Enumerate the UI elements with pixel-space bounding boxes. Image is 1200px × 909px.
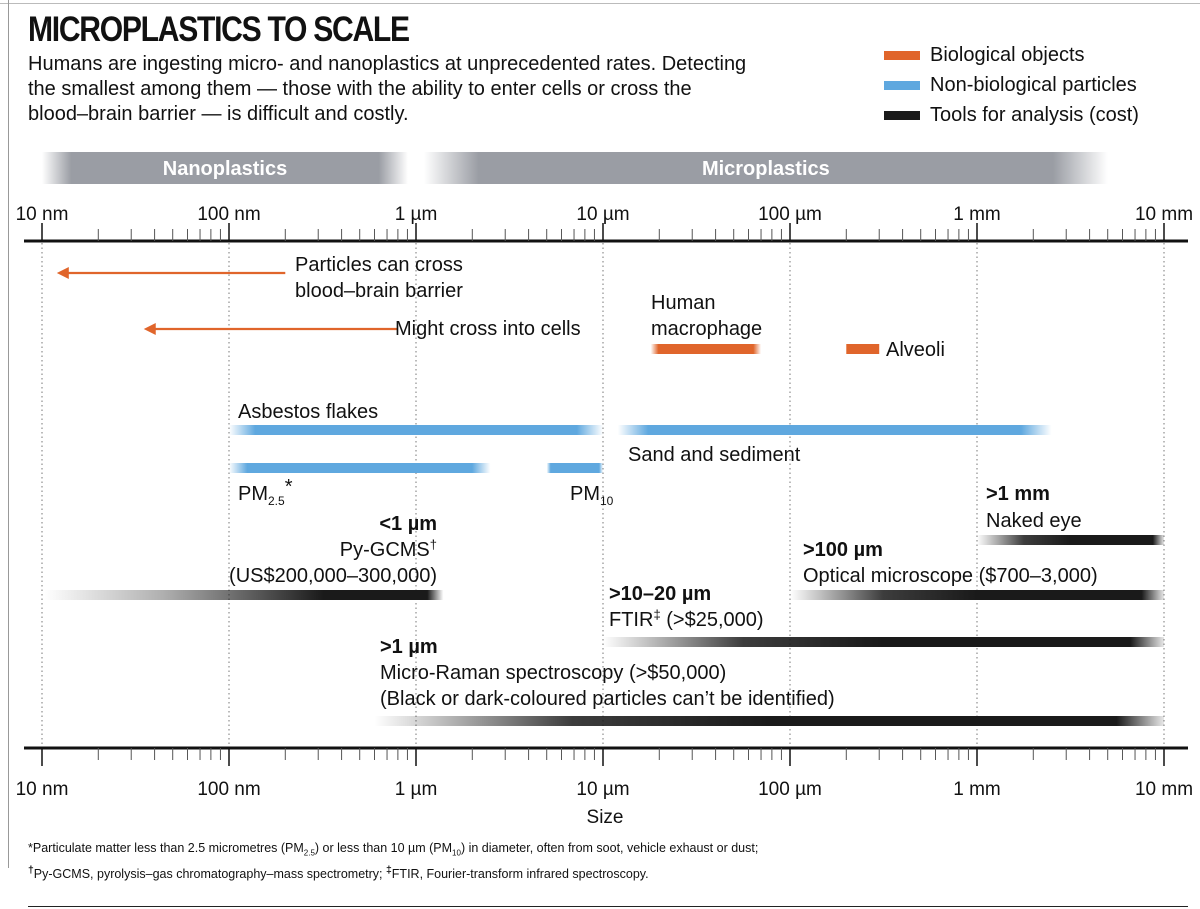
bar-pm10	[546, 463, 603, 473]
bar-alveoli	[846, 344, 880, 354]
tick-label-bottom: 1 µm	[395, 779, 438, 800]
footnotes: *Particulate matter less than 2.5 microm…	[28, 840, 1188, 883]
tick-label-bottom: 10 nm	[16, 779, 69, 800]
label-human-macrophage: Human	[651, 292, 715, 314]
label-py-gcms: Py-GCMS†	[340, 537, 437, 561]
tick-label-bottom: 10 mm	[1135, 779, 1193, 800]
threshold-ftir: >10–20 µm	[609, 583, 711, 605]
label-pm25: PM2.5*	[238, 476, 293, 508]
tick-label-top: 10 nm	[16, 204, 69, 225]
threshold-py-gcms: <1 µm	[379, 513, 437, 535]
footnote-pm: *Particulate matter less than 2.5 microm…	[28, 841, 759, 858]
legend-label-non-biological: Non-biological particles	[930, 73, 1137, 96]
legend: Biological objects Non-biological partic…	[884, 40, 1139, 130]
label-optical-microscope: Optical microscope ($700–3,000)	[803, 565, 1098, 587]
tick-label-bottom: 100 nm	[197, 779, 260, 800]
arrow-label: Particles can cross	[295, 254, 463, 276]
label-ftir: FTIR‡ (>$25,000)	[609, 607, 764, 631]
bar-ftir	[603, 637, 1164, 647]
legend-swatch-biological	[884, 50, 920, 60]
bar-py-gcms	[44, 590, 444, 600]
label-naked-eye: Naked eye	[986, 510, 1082, 532]
bar-pm25	[229, 463, 491, 473]
tick-label-top: 10 µm	[576, 204, 629, 225]
label-micro-raman: Micro-Raman spectroscopy (>$50,000)	[380, 662, 726, 684]
bar-asbestos-flakes	[229, 425, 603, 435]
chart-title: MICROPLASTICS TO SCALE	[28, 10, 410, 49]
tick-label-top: 100 µm	[758, 204, 822, 225]
chart-subtitle: Humans are ingesting micro- and nanoplas…	[28, 53, 747, 125]
threshold-micro-raman: >1 µm	[380, 636, 438, 658]
label-human-macrophage: macrophage	[651, 318, 762, 340]
label-pm10: PM10	[570, 483, 614, 508]
tick-label-bottom: 100 µm	[758, 779, 822, 800]
legend-label-tools: Tools for analysis (cost)	[930, 103, 1139, 126]
top-rule	[0, 3, 1200, 4]
bar-optical-microscope	[790, 590, 1164, 600]
band-label-nanoplastics: Nanoplastics	[163, 158, 287, 180]
arrow-head	[143, 323, 156, 335]
arrow-label: Might cross into cells	[395, 318, 581, 340]
threshold-optical-microscope: >100 µm	[803, 539, 883, 561]
tick-label-top: 100 nm	[197, 204, 260, 225]
bar-micro-raman	[374, 716, 1164, 726]
bar-naked-eye	[977, 535, 1164, 545]
band-label-microplastics: Microplastics	[702, 158, 830, 180]
tick-label-bottom: 1 mm	[953, 779, 1001, 800]
x-axis-label: Size	[587, 807, 624, 828]
tick-label-bottom: 10 µm	[576, 779, 629, 800]
legend-item-biological: Biological objects	[884, 40, 1139, 70]
label-asbestos-flakes: Asbestos flakes	[238, 401, 378, 423]
bar-sand-and-sediment	[617, 425, 1052, 435]
label-alveoli: Alveoli	[886, 339, 945, 361]
tick-label-top: 10 mm	[1135, 204, 1193, 225]
arrow-head	[56, 267, 69, 279]
label-py-gcms-cost: (US$200,000–300,000)	[229, 565, 437, 587]
arrow-label: blood–brain barrier	[295, 280, 463, 302]
band-nanoplastics	[42, 152, 408, 184]
legend-swatch-non-biological	[884, 80, 920, 90]
band-microplastics	[424, 152, 1108, 184]
bar-human-macrophage	[650, 344, 762, 354]
legend-item-tools: Tools for analysis (cost)	[884, 100, 1139, 130]
label-sand-and-sediment: Sand and sediment	[628, 444, 801, 466]
legend-label-biological: Biological objects	[930, 43, 1085, 66]
legend-swatch-tools	[884, 110, 920, 120]
left-rule	[8, 0, 9, 868]
bottom-rule	[28, 906, 1188, 907]
tick-label-top: 1 mm	[953, 204, 1001, 225]
footnote-instruments: †Py-GCMS, pyrolysis–gas chromatography–m…	[28, 864, 649, 881]
legend-item-non-biological: Non-biological particles	[884, 70, 1139, 100]
threshold-naked-eye: >1 mm	[986, 483, 1050, 505]
label-micro-raman-note: (Black or dark-coloured particles can’t …	[380, 688, 835, 710]
tick-label-top: 1 µm	[395, 204, 438, 225]
